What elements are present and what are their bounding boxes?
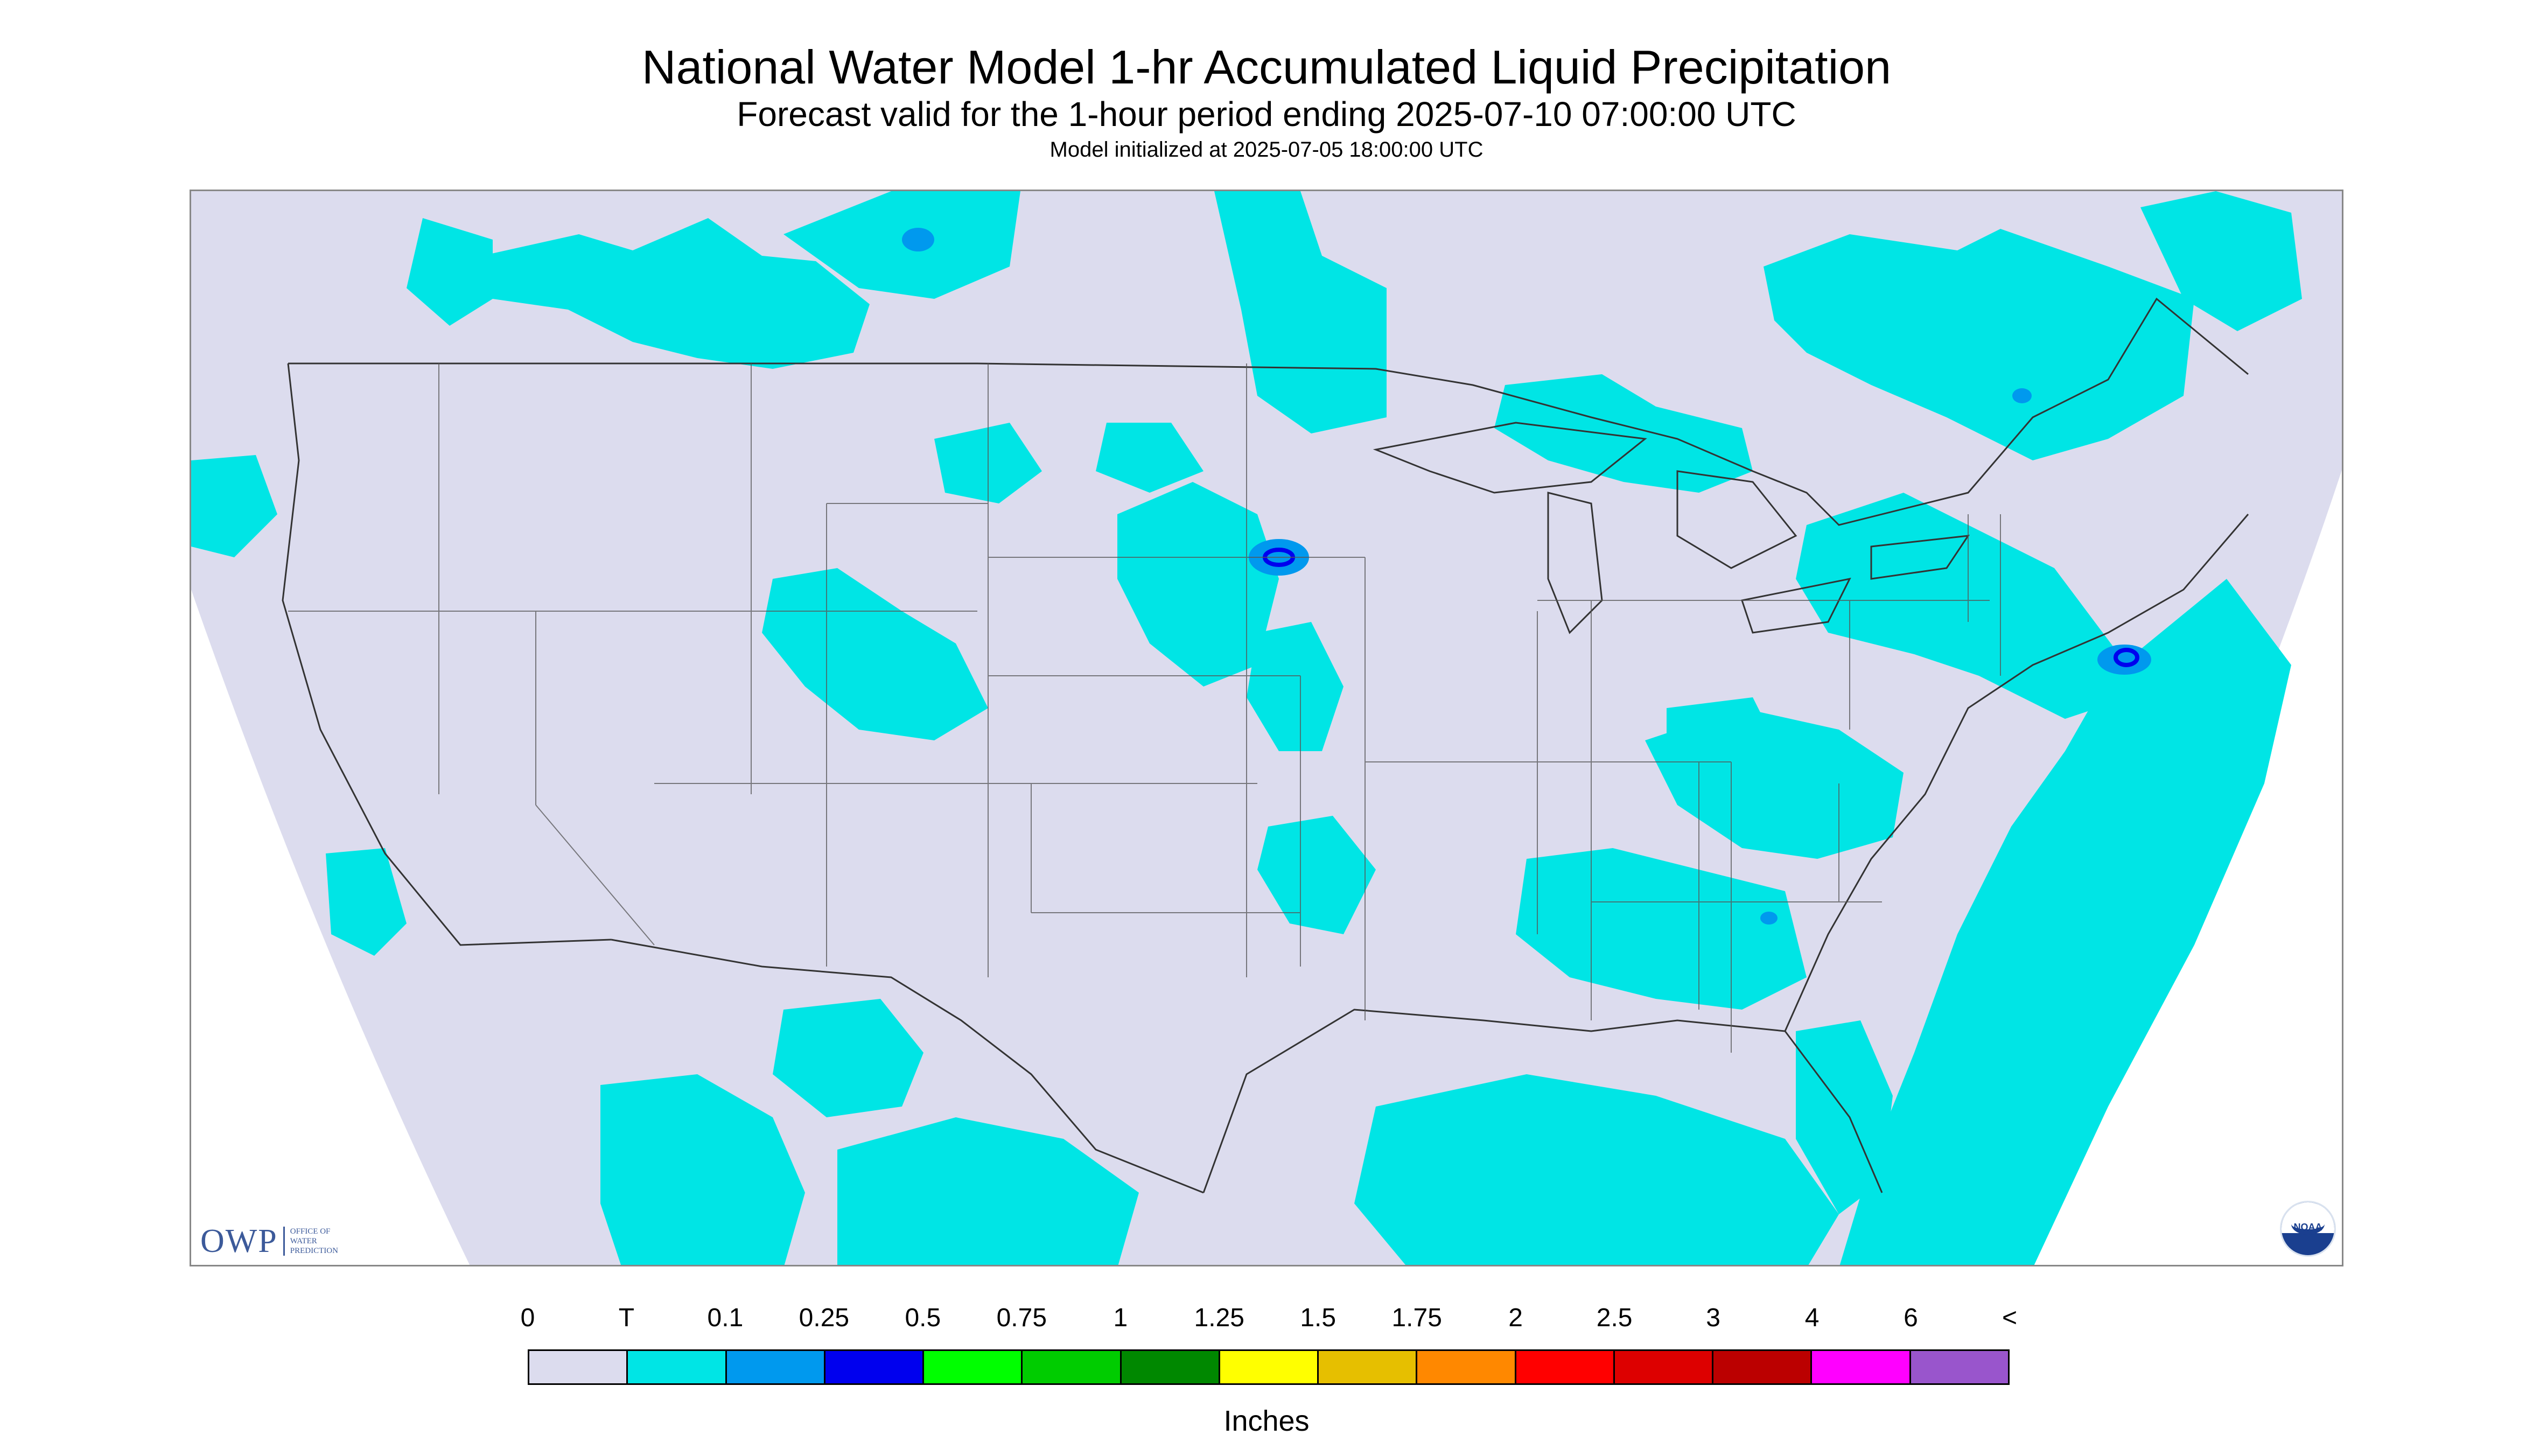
precip-area-baja <box>326 848 407 956</box>
legend-tick-label: 1.25 <box>1194 1304 1244 1332</box>
state-lines <box>288 363 2001 1053</box>
light-cell-canada <box>902 228 934 251</box>
precip-area-northeast <box>1796 493 2130 719</box>
precip-area-manitoba <box>1214 191 1387 433</box>
legend-tick-label: 0.5 <box>905 1304 941 1332</box>
forecast-valid-line: Forecast valid for the 1-hour period end… <box>737 95 1796 134</box>
colorbar-swatch <box>1220 1351 1319 1383</box>
precip-colorbar <box>528 1349 2010 1385</box>
precipitation-map <box>190 190 2343 1266</box>
legend-tick-label: 0.1 <box>707 1304 744 1332</box>
light-cell-new-york <box>2097 645 2151 675</box>
model-init-line: Model initialized at 2025-07-05 18:00:00… <box>1049 138 1484 162</box>
legend-tick-label: 6 <box>1904 1304 1918 1332</box>
precip-area-labrador <box>2140 191 2302 331</box>
legend-labels: 0 T 0.1 0.25 0.5 0.75 1 1.25 1.5 1.75 2 2.5 3 4 6 < <box>0 1301 2533 1339</box>
legend-tick-label: 0.25 <box>799 1304 850 1332</box>
owp-logo: OWP OFFICE OF WATER PREDICTION <box>200 1222 366 1260</box>
precip-area-southeast <box>1516 848 1807 1010</box>
precip-area-atlantic <box>1839 579 2291 1265</box>
colorbar-swatch <box>1911 1351 2008 1383</box>
legend-tick-label: 2 <box>1508 1304 1523 1332</box>
legend-tick-label: 4 <box>1804 1304 1820 1332</box>
owp-logo-text: OFFICE OF WATER PREDICTION <box>283 1227 366 1256</box>
precip-area-dakotas <box>1117 482 1279 687</box>
us-canada-border <box>288 297 2249 526</box>
precip-area-florida <box>1796 1020 1893 1214</box>
light-cell-georgia <box>1760 912 1778 925</box>
colorbar-swatch <box>1023 1351 1122 1383</box>
legend-tick-label: 1 <box>1113 1304 1128 1332</box>
owp-logo-line: WATER <box>290 1237 317 1245</box>
moderate-cell-new-york <box>2114 648 2139 667</box>
precip-area-great-lakes <box>1494 374 1753 493</box>
colorbar-swatch <box>924 1351 1023 1383</box>
legend-units: Inches <box>1223 1405 1310 1437</box>
colorbar-swatch <box>825 1351 925 1383</box>
colorbar-swatch <box>1713 1351 1813 1383</box>
gulf-coast <box>1202 1009 1883 1193</box>
precip-area-iowa-missouri <box>1247 622 1344 751</box>
legend-tick-label: 3 <box>1706 1304 1720 1332</box>
precip-area-western-canada <box>482 218 870 369</box>
legend-tick-label: T <box>618 1304 635 1332</box>
precip-area-ontario-quebec <box>1764 229 2194 460</box>
noaa-logo-gull-icon <box>2291 1213 2325 1235</box>
colorbar-swatch <box>1812 1351 1911 1383</box>
precip-area-bc <box>407 218 493 326</box>
precip-area-sierra-madre <box>773 999 923 1117</box>
map-title: National Water Model 1-hr Accumulated Li… <box>641 40 1892 94</box>
colorbar-swatch <box>529 1351 628 1383</box>
precip-area-mexico <box>600 1074 805 1265</box>
great-lakes-outline <box>1373 422 1970 634</box>
owp-logo-line: PREDICTION <box>290 1247 338 1255</box>
precip-area-saskatchewan <box>783 191 1020 299</box>
colorbar-swatch <box>1516 1351 1615 1383</box>
precip-area-mississippi-valley <box>1257 816 1376 934</box>
colorbar-swatch <box>1417 1351 1516 1383</box>
owp-logo-mark: OWP <box>200 1223 278 1259</box>
colorbar-swatch <box>628 1351 727 1383</box>
precip-area-pacific-nw <box>191 455 277 557</box>
boundary-lines <box>282 297 2249 1194</box>
legend-tick-label: < <box>2002 1304 2018 1332</box>
colorbar-swatch <box>1319 1351 1418 1383</box>
colorbar-swatch <box>1614 1351 1714 1383</box>
legend-tick-label: 1.75 <box>1391 1304 1442 1332</box>
trace-precip-areas <box>191 191 2302 1265</box>
legend-tick-label: 0.75 <box>996 1304 1047 1332</box>
precip-area-northern-plains <box>1096 423 1203 493</box>
noaa-logo: NOAA <box>2280 1201 2336 1257</box>
us-mexico-border <box>611 939 1204 1194</box>
legend-tick-label: 0 <box>520 1304 535 1332</box>
precip-area-gulf <box>1354 1074 1839 1265</box>
west-coast <box>282 363 612 946</box>
legend-tick-label: 1.5 <box>1300 1304 1337 1332</box>
legend-tick-label: 2.5 <box>1596 1304 1633 1332</box>
map-canvas <box>191 191 2342 1265</box>
owp-logo-line: OFFICE OF <box>290 1227 331 1236</box>
east-coast <box>1784 514 2249 1032</box>
noaa-logo-text: NOAA <box>2293 1222 2322 1233</box>
colorbar-swatch <box>1121 1351 1220 1383</box>
colorbar-swatch <box>726 1351 825 1383</box>
light-cell-ontario <box>2012 388 2032 403</box>
precip-area-southern-mexico <box>837 1117 1139 1265</box>
